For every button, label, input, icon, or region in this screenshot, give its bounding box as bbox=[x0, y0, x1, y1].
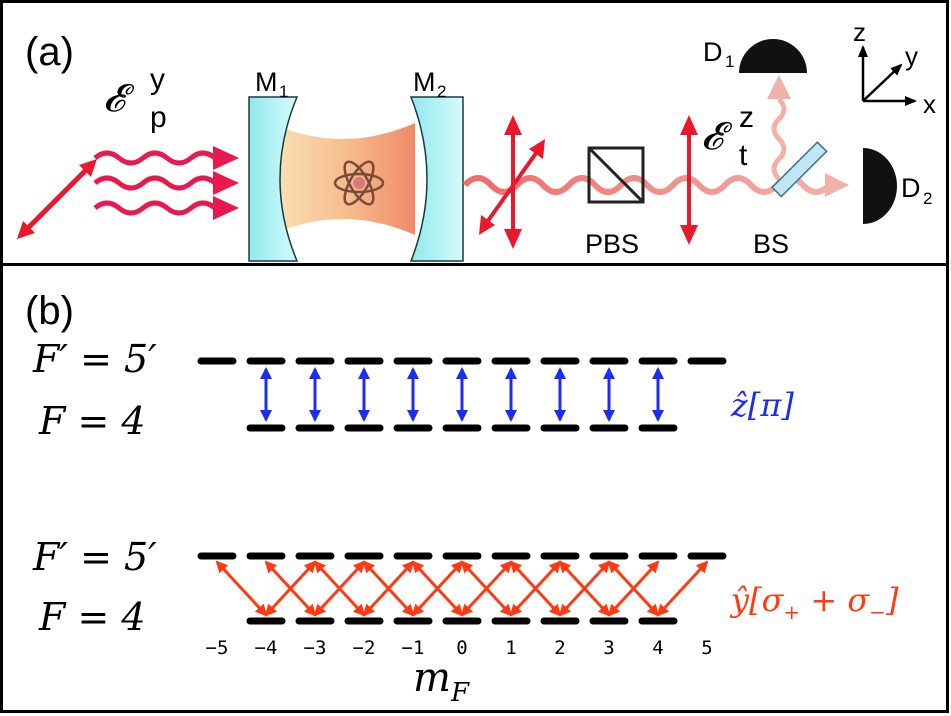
atom-icon bbox=[333, 160, 385, 206]
axis-y-label: y bbox=[905, 41, 918, 71]
pi-transition-block bbox=[197, 357, 727, 432]
mf-tick-label: 1 bbox=[505, 637, 516, 659]
mf-tick-label: 5 bbox=[701, 637, 712, 659]
transmitted-beam bbox=[462, 175, 832, 195]
sigma-transition-arrow bbox=[607, 560, 660, 617]
sigma-transition-arrow bbox=[411, 560, 464, 617]
pbs-cube bbox=[587, 146, 645, 204]
transmitted-field-subscript: t bbox=[739, 139, 748, 172]
pump-field-symbol: 𝓔 bbox=[103, 76, 135, 120]
sigma-transition-arrow bbox=[656, 560, 709, 617]
mirror-m2-label: M bbox=[413, 67, 436, 97]
reflected-beam bbox=[771, 97, 787, 181]
pump-polarization-arrow bbox=[17, 159, 97, 239]
lower-level-label-sigma: F = 4 bbox=[38, 595, 146, 639]
mf-tick-label: −2 bbox=[353, 637, 376, 659]
level-diagram: (b) F′ = 5′ F = 4 F′ = 5′ F = 4 ẑ[π] ŷ[σ… bbox=[25, 289, 899, 708]
transmitted-field-symbol: 𝓔 bbox=[701, 114, 733, 158]
mirror-m1-label: M bbox=[255, 67, 278, 97]
sigma-transition-arrow bbox=[264, 560, 317, 617]
panel-a-label: (a) bbox=[25, 30, 74, 74]
mf-axis-label: mF bbox=[413, 655, 470, 708]
sigma-transition-arrow bbox=[362, 560, 415, 617]
detector-d2-subscript: 2 bbox=[923, 189, 932, 208]
cavity-mode bbox=[271, 123, 415, 235]
sigma-transition-block bbox=[197, 552, 727, 625]
detector-d1-subscript: 1 bbox=[725, 52, 734, 71]
pbs-label: PBS bbox=[585, 229, 639, 259]
pi-polarization-label: ẑ[π] bbox=[730, 386, 794, 424]
mf-tick-label: −4 bbox=[255, 637, 278, 659]
mf-tick-label: 4 bbox=[652, 637, 663, 659]
mirror-m1 bbox=[248, 96, 299, 262]
pump-field-superscript: y bbox=[150, 63, 165, 96]
mirror-m2-subscript: 2 bbox=[437, 82, 446, 101]
mirror-m2 bbox=[409, 96, 464, 262]
axis-x-label: x bbox=[923, 89, 936, 119]
output-polarization-vertical bbox=[504, 115, 522, 249]
mirror-m1-subscript: 1 bbox=[279, 82, 288, 101]
detector-d1-label: D bbox=[703, 37, 723, 67]
sigma-transition-arrow bbox=[215, 560, 268, 617]
sigma-polarization-label: ŷ[σ+ + σ−] bbox=[729, 581, 899, 624]
sigma-transition-arrow bbox=[460, 560, 513, 617]
mf-tick-label: 2 bbox=[554, 637, 565, 659]
mf-tick-label: 0 bbox=[456, 637, 467, 659]
coordinate-axes bbox=[858, 45, 917, 106]
sigma-transition-arrow bbox=[558, 560, 611, 617]
detector-d2-label: D bbox=[901, 173, 921, 203]
panel-b-label: (b) bbox=[25, 289, 74, 333]
setup-diagram: (a) 𝓔 y p M 1 bbox=[17, 17, 936, 262]
detector-d1 bbox=[739, 39, 807, 73]
mf-tick-labels: −5 −4 −3 −2 −1 0 1 2 3 4 5 bbox=[206, 637, 713, 659]
detector-d2 bbox=[863, 148, 897, 224]
mf-tick-label: −1 bbox=[402, 637, 425, 659]
sigma-transition-arrow bbox=[509, 560, 562, 617]
output-polarization-diagonal bbox=[479, 139, 545, 235]
pump-beam bbox=[93, 150, 217, 216]
upper-level-label-pi: F′ = 5′ bbox=[32, 337, 157, 381]
upper-level-label-sigma: F′ = 5′ bbox=[32, 535, 157, 579]
transmitted-field-superscript: z bbox=[739, 101, 754, 134]
lower-level-label-pi: F = 4 bbox=[38, 399, 146, 443]
analyzer-polarization-arrow bbox=[680, 115, 698, 245]
mf-tick-label: −3 bbox=[304, 637, 327, 659]
bs-label: BS bbox=[753, 229, 789, 259]
panel-b-levels: (b) F′ = 5′ F = 4 F′ = 5′ F = 4 ẑ[π] ŷ[σ… bbox=[0, 263, 949, 713]
axis-z-label: z bbox=[853, 17, 866, 47]
panel-a-setup: (a) 𝓔 y p M 1 bbox=[0, 0, 949, 266]
sigma-transition-arrow bbox=[313, 560, 366, 617]
pump-field-subscript: p bbox=[150, 101, 167, 134]
mf-tick-label: −5 bbox=[206, 637, 229, 659]
mf-tick-label: 3 bbox=[603, 637, 614, 659]
beam-splitter bbox=[771, 141, 828, 198]
